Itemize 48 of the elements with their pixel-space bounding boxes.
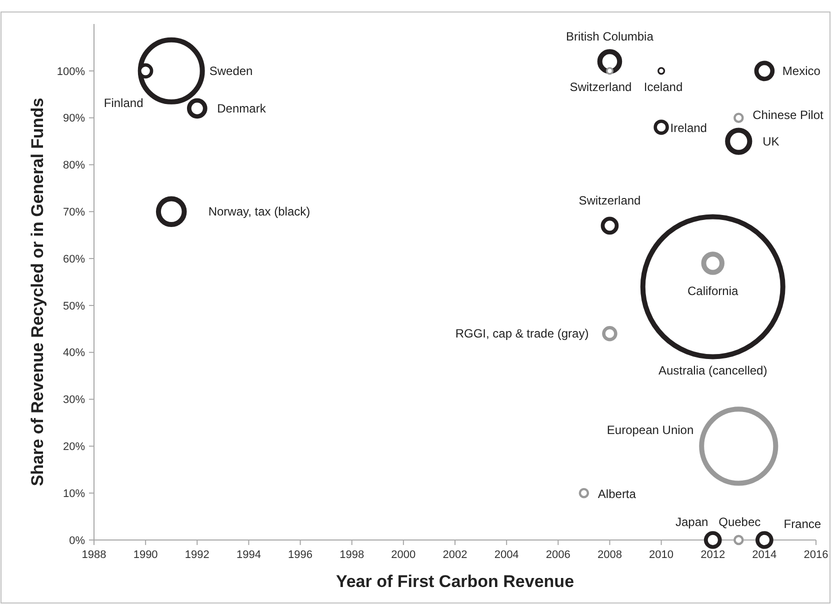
x-tick-label: 1996: [288, 549, 313, 561]
annotation: Australia (cancelled): [658, 364, 768, 378]
x-tick-label: 2006: [546, 549, 570, 561]
x-tick-label: 2002: [442, 549, 468, 561]
x-axis-title: Year of First Carbon Revenue: [336, 572, 574, 591]
annotation: Japan: [676, 515, 708, 529]
x-tick-label: 2014: [752, 549, 777, 561]
annotation: Switzerland: [570, 80, 632, 94]
x-tick-label: 2010: [649, 549, 674, 561]
annotation: Switzerland: [578, 194, 641, 208]
y-axis-title: Share of Revenue Recycled or in General Funds: [28, 98, 47, 486]
x-tick-label: 2004: [494, 549, 519, 561]
annotation: Norway, tax (black): [208, 204, 310, 219]
x-tick-label: 2000: [391, 549, 416, 561]
annotation: California: [688, 284, 739, 298]
y-tick-label: 40%: [62, 347, 86, 360]
annotation: Mexico: [782, 64, 821, 78]
x-tick-label: 1988: [82, 549, 106, 561]
y-tick-label: 30%: [62, 394, 86, 406]
y-tick-label: 50%: [62, 300, 86, 312]
annotation: Quebec: [718, 515, 761, 529]
annotation: Iceland: [644, 80, 683, 94]
annotation: Chinese Pilot: [752, 108, 824, 122]
annotation: RGGI, cap & trade (gray): [455, 326, 589, 341]
x-tick-label: 2012: [700, 549, 726, 561]
annotation: British Columbia: [566, 30, 654, 44]
y-tick-label: 90%: [62, 112, 86, 125]
y-tick-label: 10%: [62, 488, 86, 500]
y-tick-label: 80%: [62, 160, 86, 172]
x-tick-label: 1998: [340, 549, 364, 561]
y-tick-label: 20%: [62, 441, 86, 454]
annotation: UK: [762, 134, 780, 148]
y-tick-label: 70%: [62, 206, 86, 218]
annotation: European Union: [606, 423, 694, 438]
annotation: Ireland: [670, 121, 707, 136]
x-tick-label: 1994: [236, 549, 261, 561]
annotation: Finland: [104, 96, 144, 110]
y-tick-label: 100%: [56, 66, 86, 78]
x-tick-label: 1990: [133, 549, 158, 561]
annotation: Sweden: [209, 64, 253, 78]
x-tick-label: 1992: [184, 549, 210, 561]
annotation: Denmark: [217, 101, 267, 116]
annotation: France: [784, 517, 822, 531]
y-tick-label: 0%: [69, 534, 86, 547]
x-tick-label: 2016: [804, 549, 828, 561]
x-tick-label: 2008: [597, 549, 622, 561]
annotation: Alberta: [598, 487, 636, 502]
y-tick-label: 60%: [62, 253, 86, 266]
